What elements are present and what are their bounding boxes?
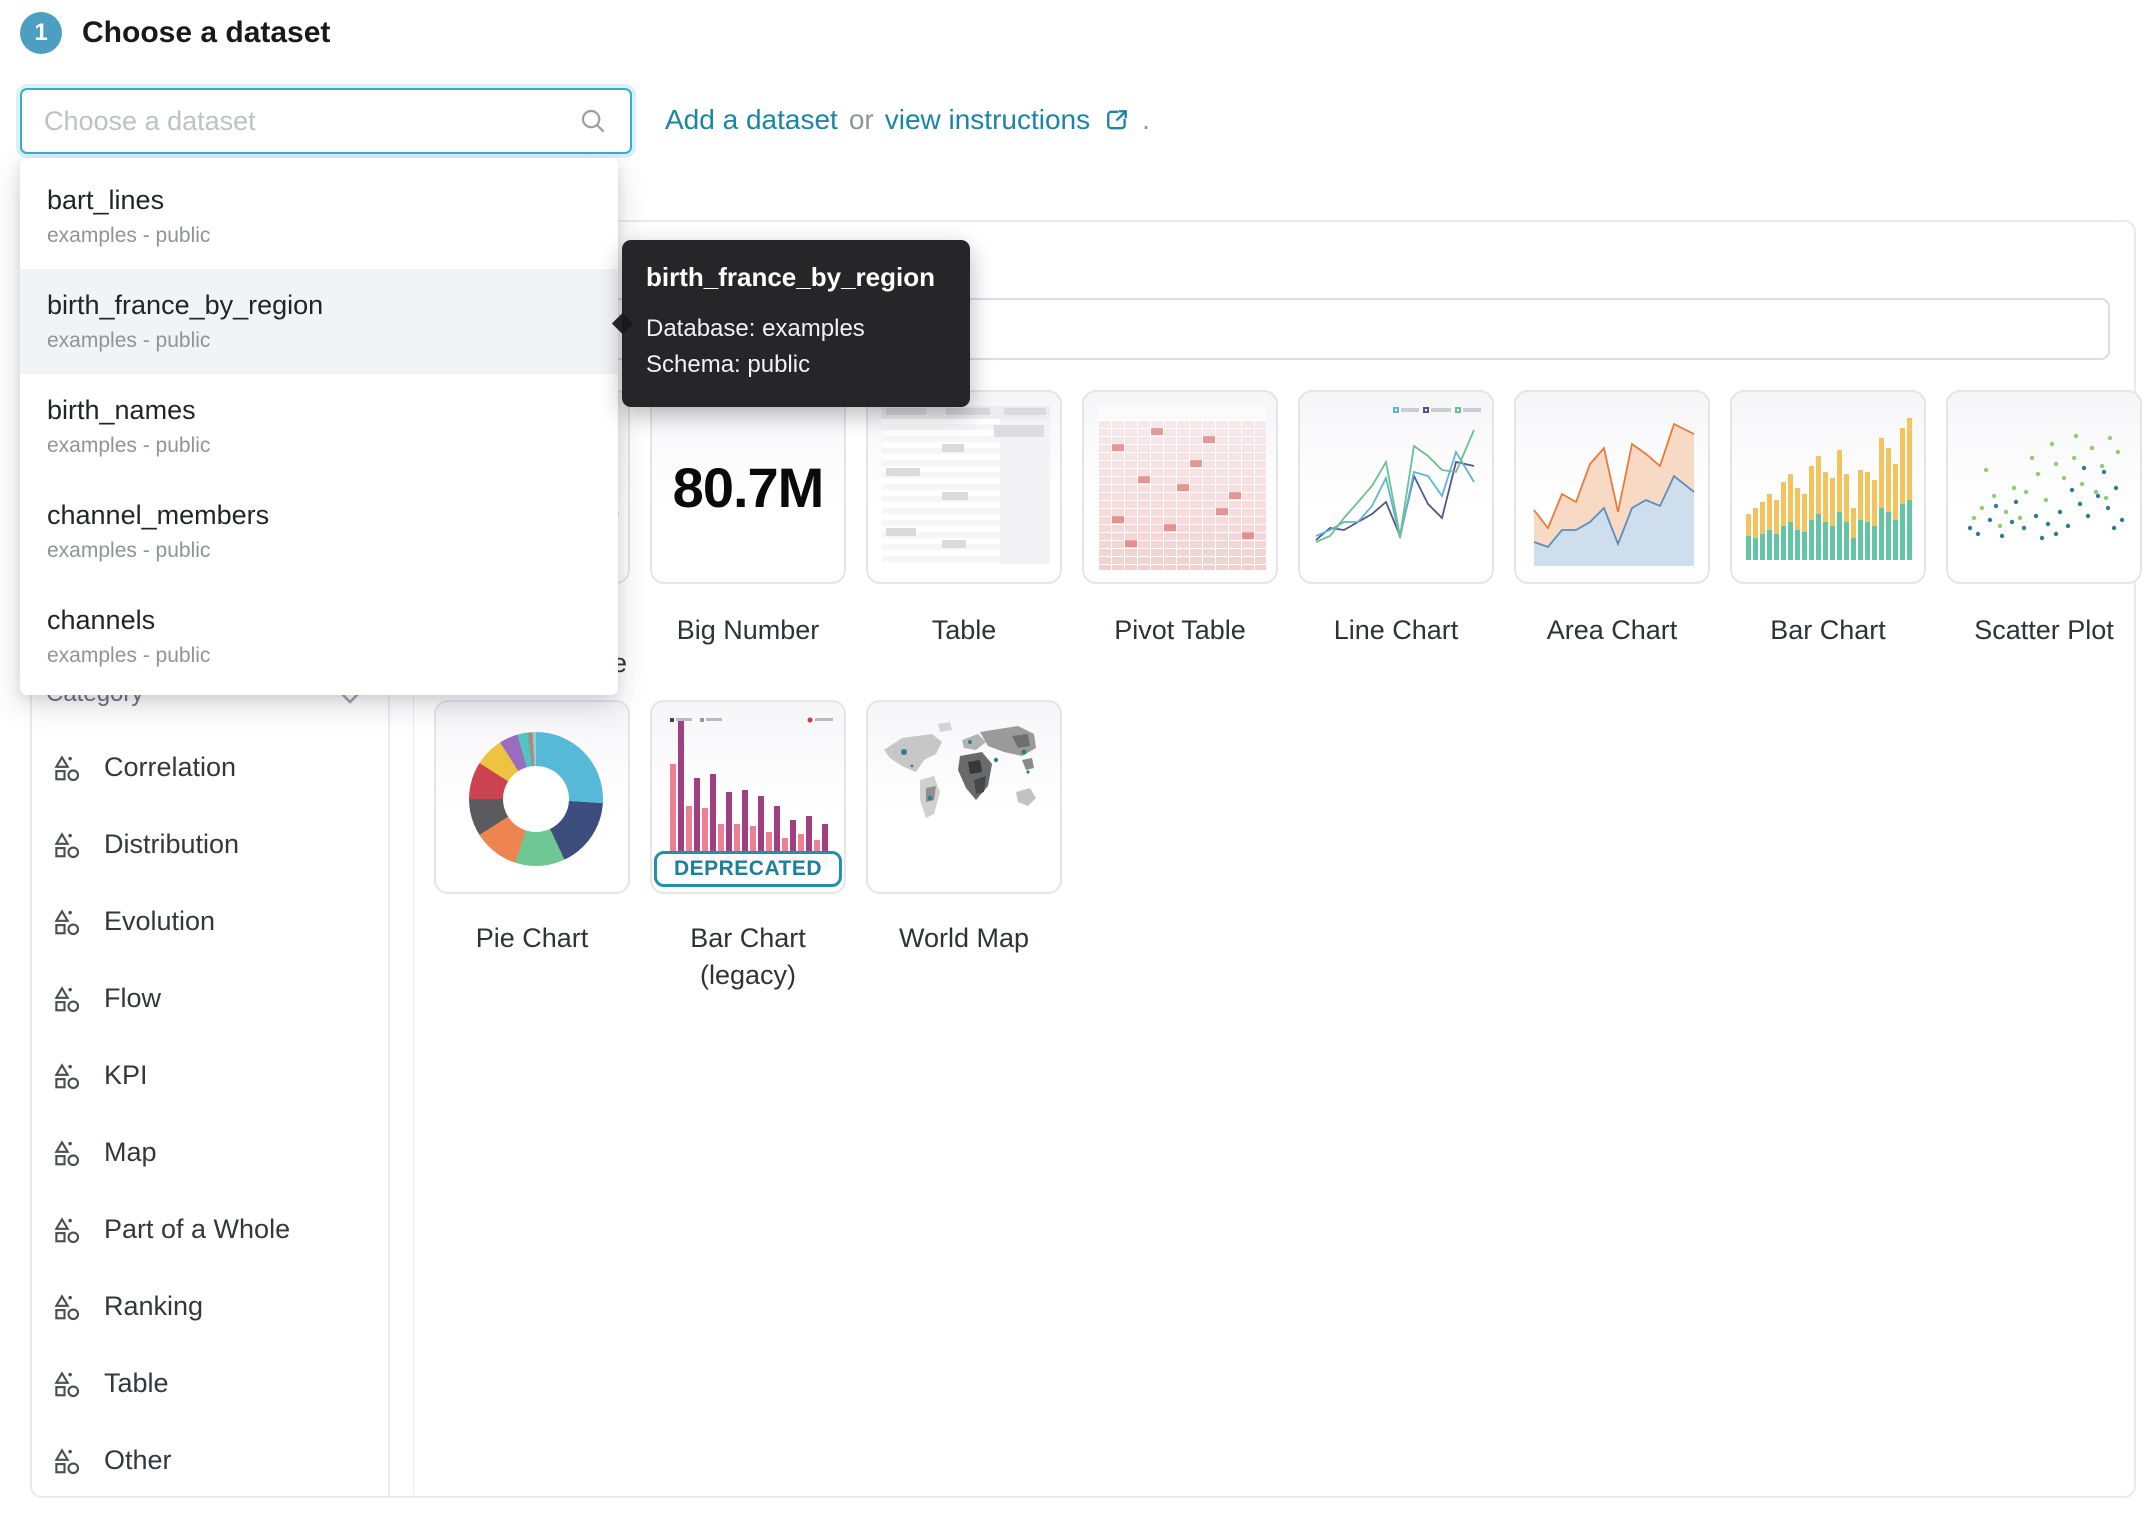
dataset-tooltip: birth_france_by_region Database: example… (622, 240, 970, 407)
chart-card-bar-chart[interactable] (1730, 390, 1926, 584)
chart-card-label: Pivot Table (1114, 615, 1246, 645)
page-title: Choose a dataset (82, 16, 331, 49)
sidebar-item-correlation[interactable]: Correlation (36, 729, 366, 806)
category-shapes-icon (52, 1446, 82, 1476)
sidebar-item-label: Part of a Whole (104, 1214, 291, 1244)
chart-gallery-panel (30, 220, 2136, 1498)
big-number-preview: 80.7M (672, 455, 825, 519)
sidebar-divider (388, 222, 390, 1496)
category-shapes-icon (52, 1292, 82, 1322)
tooltip-database-line: Database: examples (646, 315, 865, 342)
gallery-left-border (413, 222, 414, 1496)
sidebar-item-ranking[interactable]: Ranking (36, 1268, 366, 1345)
chart-card-label: Bar Chart (1770, 615, 1886, 645)
chart-card-scatter-plot[interactable] (1946, 390, 2142, 584)
category-shapes-icon (52, 753, 82, 783)
dataset-dropdown: bart_lines examples - public birth_franc… (20, 158, 618, 695)
dataset-option-birth-france-by-region[interactable]: birth_france_by_region examples - public (20, 269, 618, 374)
category-shapes-icon (52, 1138, 82, 1168)
chart-card-label: Big Number (676, 615, 820, 645)
sidebar-item-table[interactable]: Table (36, 1345, 366, 1422)
chart-card-label: Area Chart (1546, 615, 1678, 645)
sidebar-item-label: Distribution (104, 829, 240, 859)
legacy-bar-chart-preview (670, 717, 833, 868)
category-list: Correlation Distribution Evolution Flow (36, 729, 366, 1499)
dataset-option-channels[interactable]: channels examples - public (47, 605, 211, 667)
category-shapes-icon (52, 907, 82, 937)
sidebar-item-label: Table (104, 1368, 169, 1398)
period-text: . (1142, 104, 1150, 135)
search-icon (578, 106, 608, 136)
chart-card-line-chart[interactable] (1298, 390, 1494, 584)
table-preview (876, 400, 1056, 578)
sidebar-item-label: Evolution (104, 906, 216, 936)
category-shapes-icon (52, 984, 82, 1014)
tooltip-title: birth_france_by_region (646, 262, 935, 292)
chart-card-pie-chart[interactable] (434, 700, 630, 894)
scatter-plot-preview (1967, 433, 2125, 541)
chart-card-big-number[interactable]: 80.7M (650, 390, 846, 584)
dataset-option-bart-lines[interactable]: bart_lines examples - public (47, 185, 211, 247)
pivot-table-preview (1092, 400, 1272, 578)
sidebar-item-label: Correlation (104, 752, 237, 782)
deprecated-badge: DEPRECATED (653, 851, 843, 887)
dataset-actions: Add a dataset or view instructions . (665, 104, 1150, 136)
sidebar-item-flow[interactable]: Flow (36, 960, 366, 1037)
sidebar-item-part-of-a-whole[interactable]: Part of a Whole (36, 1191, 366, 1268)
category-shapes-icon (52, 1369, 82, 1399)
sidebar-item-label: KPI (104, 1060, 148, 1090)
chart-card-label: Table (931, 615, 997, 645)
pie-chart-preview (444, 710, 624, 888)
category-shapes-icon (52, 830, 82, 860)
sidebar-item-evolution[interactable]: Evolution (36, 883, 366, 960)
category-shapes-icon (52, 1061, 82, 1091)
chart-card-world-map[interactable] (866, 700, 1062, 894)
sidebar-item-label: Flow (104, 983, 162, 1013)
chart-card-label: World Map (898, 923, 1030, 953)
tooltip-schema-line: Schema: public (646, 351, 811, 378)
dataset-select-input[interactable]: Choose a dataset (20, 88, 632, 154)
sidebar-item-distribution[interactable]: Distribution (36, 806, 366, 883)
chart-card-pivot-table[interactable] (1082, 390, 1278, 584)
category-shapes-icon (52, 1215, 82, 1245)
external-link-icon[interactable] (1103, 106, 1131, 134)
world-map-preview (884, 722, 1036, 818)
sidebar-item-map[interactable]: Map (36, 1114, 366, 1191)
chart-card-table[interactable] (866, 390, 1062, 584)
bar-chart-preview (1746, 418, 1912, 560)
chart-card-label: Bar Chart (legacy) (690, 923, 806, 990)
sidebar-item-label: Ranking (104, 1291, 204, 1321)
chevron-down-icon[interactable] (338, 690, 362, 706)
chart-card-bar-chart-legacy[interactable]: DEPRECATED (650, 700, 846, 894)
sidebar-item-label: Map (104, 1137, 157, 1167)
area-chart-preview (1533, 422, 1695, 566)
chart-card-label: Pie Chart (475, 923, 589, 953)
dataset-select-placeholder: Choose a dataset (44, 105, 256, 136)
line-chart-preview (1315, 407, 1481, 543)
chart-card-area-chart[interactable] (1514, 390, 1710, 584)
chart-card-label: Scatter Plot (1974, 615, 2114, 645)
dataset-option-channel-members[interactable]: channel_members examples - public (47, 500, 270, 562)
view-instructions-link[interactable]: view instructions (884, 104, 1091, 135)
sidebar-item-kpi[interactable]: KPI (36, 1037, 366, 1114)
dataset-option-birth-names[interactable]: birth_names examples - public (47, 395, 211, 457)
separator-text: or (848, 104, 874, 135)
sidebar-item-label: Other (104, 1445, 172, 1475)
step-number-badge: 1 (20, 12, 62, 54)
chart-card-label: Line Chart (1333, 615, 1459, 645)
sidebar-item-other[interactable]: Other (36, 1422, 366, 1499)
add-dataset-link[interactable]: Add a dataset (665, 104, 838, 135)
